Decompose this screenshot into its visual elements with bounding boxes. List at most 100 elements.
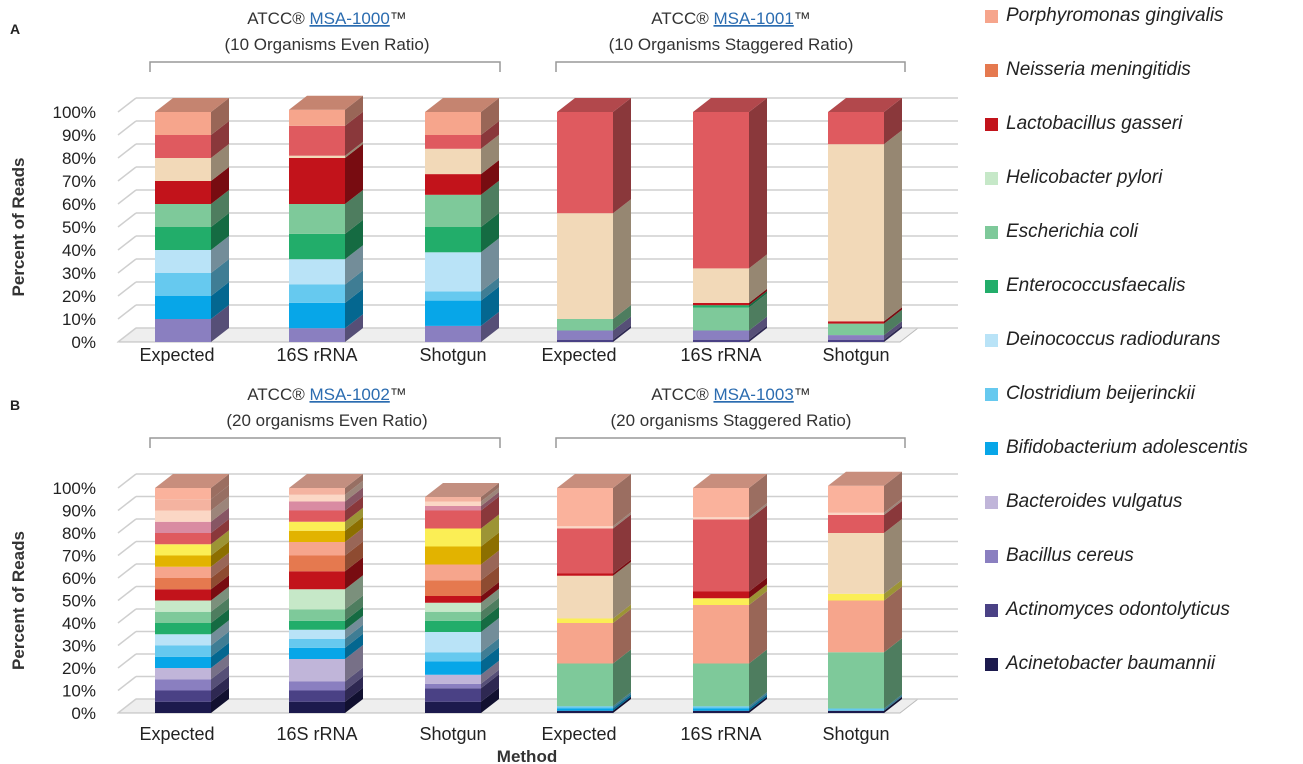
bar-segment	[557, 528, 613, 574]
bar-segment-side	[749, 98, 767, 269]
bar-segment-side	[749, 293, 767, 331]
bar-segment	[289, 510, 345, 522]
bar-top-face	[425, 98, 499, 112]
bar-segment	[155, 555, 211, 567]
group-bracket	[149, 61, 501, 72]
bar-segment-side	[345, 496, 363, 522]
bar-segment-side	[345, 624, 363, 648]
bar-segment	[155, 204, 211, 227]
bar-segment	[155, 578, 211, 590]
bar-segment-side	[481, 647, 499, 675]
bar-segment-side	[481, 487, 499, 506]
product-link[interactable]: MSA-1000	[309, 9, 389, 28]
bar-segment-side	[345, 557, 363, 590]
gridline-depth	[117, 495, 137, 512]
bar-segment-side	[345, 270, 363, 303]
bar-segment-side	[749, 505, 767, 592]
gridline-depth	[117, 97, 137, 113]
legend-label: Helicobacter pylori	[1006, 167, 1163, 188]
bar-segment-side	[345, 528, 363, 556]
legend-label: Acinetobacter baumannii	[1006, 653, 1216, 674]
bar-segment-side	[211, 642, 229, 668]
bar-segment	[289, 158, 345, 204]
bar-segment	[289, 204, 345, 234]
bar-segment-side	[884, 309, 902, 336]
legend-label: Actinomyces odontolyticus	[1006, 599, 1230, 620]
legend-item: Porphyromonas gingivalis	[985, 4, 1224, 28]
bar-segment	[425, 701, 481, 713]
group-title-suffix: ™	[794, 9, 811, 28]
bar-top-face	[557, 98, 631, 112]
bar-segment-side	[345, 474, 363, 495]
bar-segment	[425, 501, 481, 506]
product-link[interactable]: MSA-1002	[309, 385, 389, 404]
bar-segment	[693, 605, 749, 664]
bar-segment	[425, 661, 481, 675]
group-title: ATCC® MSA-1003™	[651, 385, 811, 404]
bar-segment-side	[481, 582, 499, 603]
bar-segment	[557, 706, 613, 709]
bar-top-face	[155, 474, 229, 488]
bar-segment	[289, 259, 345, 285]
bar-segment-side	[749, 577, 767, 599]
bar-segment-side	[481, 121, 499, 149]
gridline-depth	[117, 675, 137, 692]
bar-segment-side	[481, 277, 499, 301]
legend-item: Bacteroides vulgatus	[985, 490, 1182, 514]
bar-segment-side	[345, 575, 363, 610]
legend-item: Neisseria meningitidis	[985, 58, 1191, 82]
bar-segment-side	[481, 514, 499, 547]
legend-swatch	[985, 279, 998, 293]
y-tick-label: 80%	[62, 149, 96, 168]
bar-segment-side	[211, 541, 229, 567]
y-tick-label: 90%	[62, 502, 96, 521]
bar-segment-side	[211, 687, 229, 713]
group-title-suffix: ™	[794, 385, 811, 404]
gridline-depth	[117, 630, 137, 647]
bar-segment-side	[211, 575, 229, 601]
bar-segment-side	[884, 98, 902, 145]
bar-segment	[425, 227, 481, 253]
bar-segment-side	[481, 597, 499, 621]
bar-segment-side	[884, 325, 902, 342]
category-label: Shotgun	[822, 724, 889, 744]
bar-segment	[557, 575, 613, 619]
bar-segment-side	[211, 474, 229, 500]
bar-top-face	[557, 474, 631, 488]
y-tick-label: 30%	[62, 264, 96, 283]
bar-segment-side	[481, 660, 499, 684]
gridline-depth	[117, 608, 137, 624]
bar-segment-side	[211, 597, 229, 623]
bar-segment-side	[884, 579, 902, 601]
bar-segment-side	[211, 530, 229, 556]
group-title: ATCC® MSA-1001™	[651, 9, 811, 28]
bar-segment-side	[211, 665, 229, 691]
bar-segment	[557, 112, 613, 214]
category-label: Shotgun	[419, 724, 486, 744]
bar-segment	[289, 494, 345, 502]
bar-segment-side	[749, 584, 767, 605]
legend-swatch	[985, 333, 998, 347]
bar-segment	[425, 632, 481, 653]
category-label: 16S rRNA	[276, 345, 357, 365]
bar-segment-side	[884, 471, 902, 513]
bar-segment-side	[884, 498, 902, 515]
bar-segment	[425, 596, 481, 603]
y-tick-label: 100%	[53, 479, 96, 498]
bar-segment-side	[749, 291, 767, 308]
bar-segment	[155, 158, 211, 181]
bar-segment-side	[345, 676, 363, 702]
product-link[interactable]: MSA-1003	[713, 385, 793, 404]
y-tick-label: 70%	[62, 172, 96, 191]
gridline-depth	[117, 698, 137, 714]
bar-segment-side	[481, 238, 499, 292]
group-title-suffix: ™	[390, 385, 407, 404]
bar-segment-side	[345, 245, 363, 285]
product-link[interactable]: MSA-1001	[713, 9, 793, 28]
legend-item: Escherichia coli	[985, 220, 1138, 244]
bar-segment-side	[481, 638, 499, 662]
bar-segment	[693, 307, 749, 331]
bar-segment	[557, 663, 613, 707]
bar-segment-side	[211, 167, 229, 204]
bar-segment	[693, 268, 749, 303]
